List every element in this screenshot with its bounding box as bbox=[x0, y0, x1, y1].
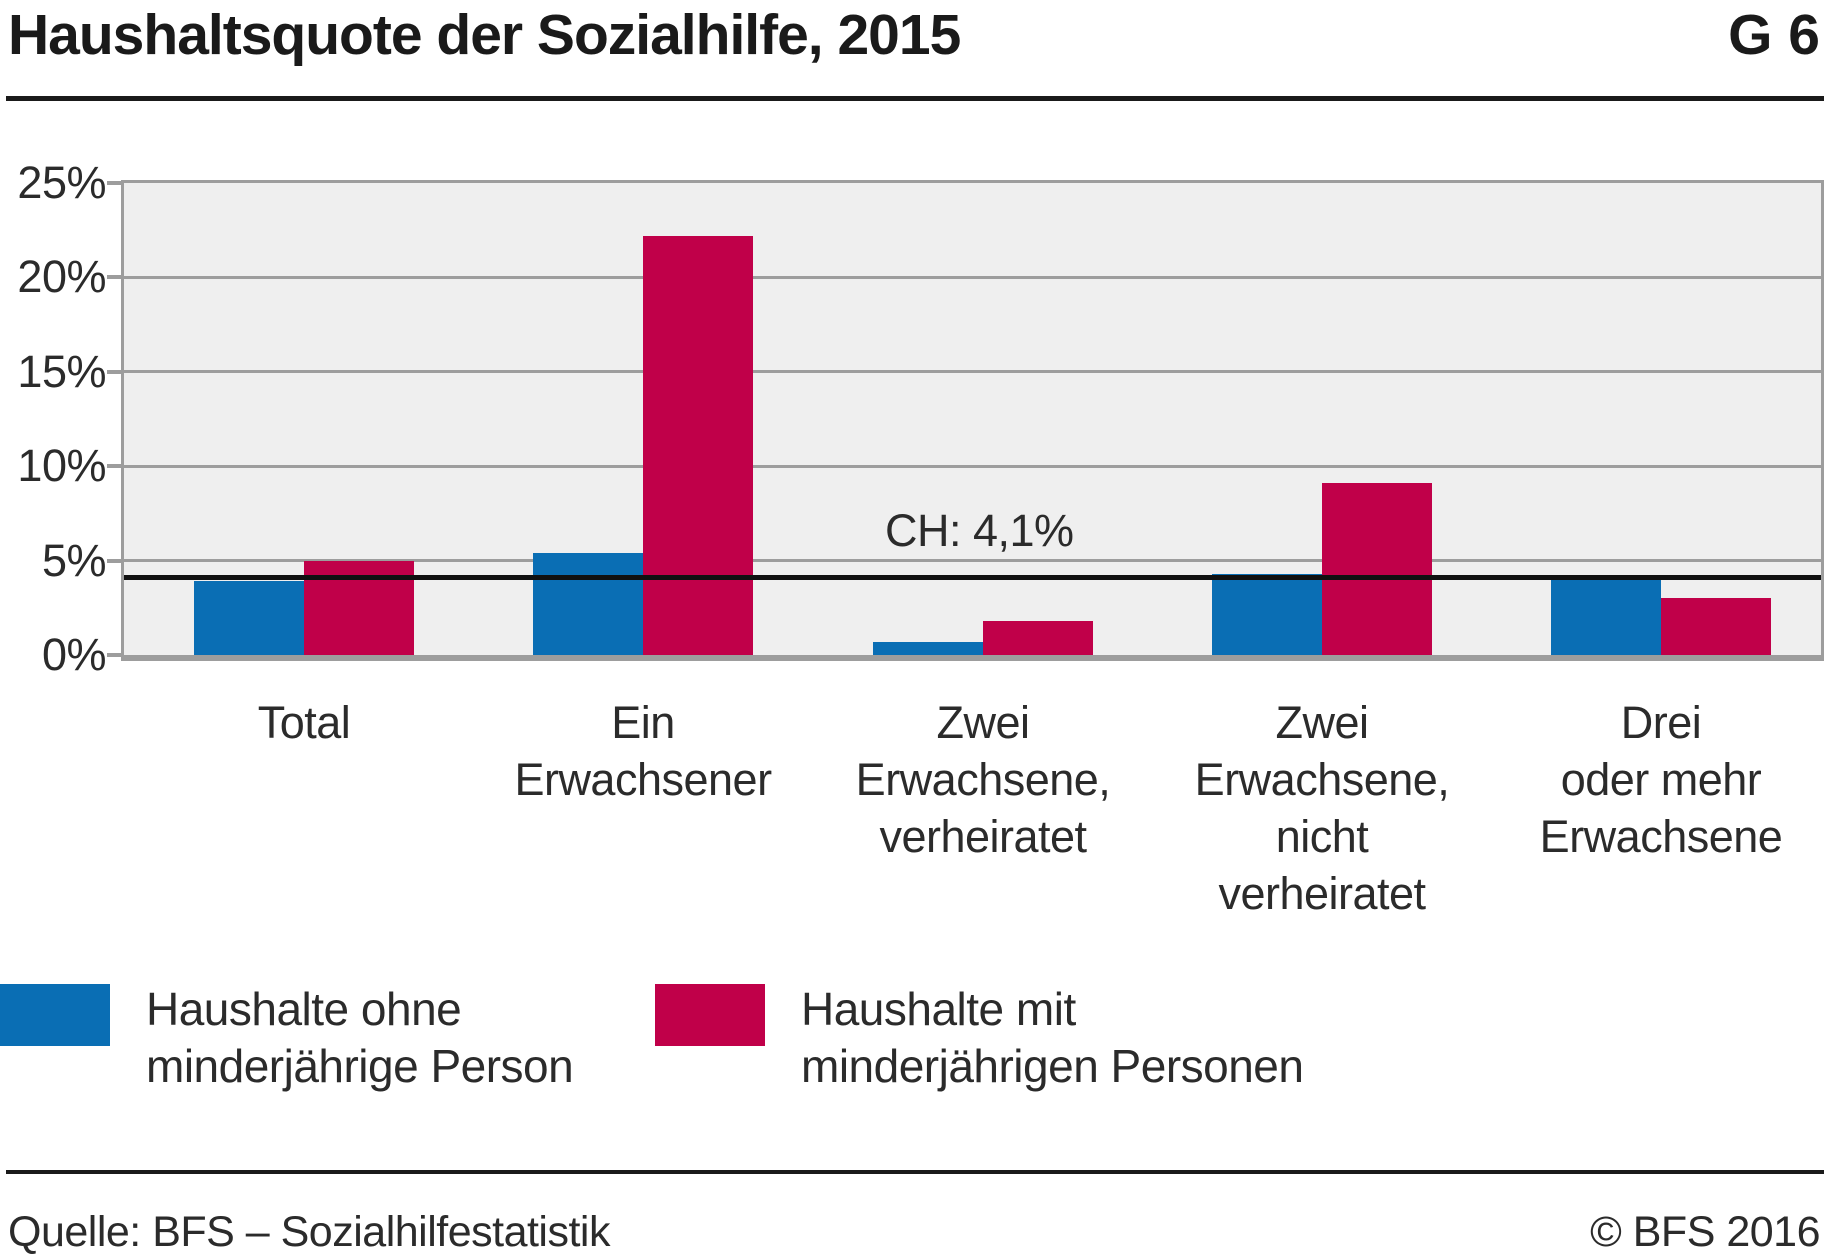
source-text: Quelle: BFS – Sozialhilfestatistik bbox=[8, 1208, 611, 1256]
bar-ohne-group-0 bbox=[194, 581, 304, 655]
y-tick-mark bbox=[107, 181, 121, 185]
gridline bbox=[124, 464, 1821, 468]
y-tick-label: 10% bbox=[17, 440, 106, 492]
y-tick-label: 0% bbox=[41, 629, 107, 680]
reference-line bbox=[124, 575, 1821, 581]
y-tick-label: 20% bbox=[17, 251, 106, 303]
y-tick-label: 25% bbox=[17, 157, 106, 208]
x-category-label: Zwei Erwachsene, verheiratet bbox=[855, 697, 1111, 862]
x-category-label: Ein Erwachsener bbox=[514, 697, 772, 805]
y-tick-mark bbox=[107, 558, 121, 563]
figure-code: G 6 bbox=[1728, 3, 1820, 67]
bar-ohne-group-1 bbox=[533, 553, 643, 655]
bar-ohne-group-2 bbox=[873, 641, 983, 655]
legend-label: Haushalte mit minderjährigen Personen bbox=[801, 983, 1304, 1092]
gridline bbox=[124, 559, 1821, 563]
bar-ohne-group-3 bbox=[1212, 573, 1322, 655]
y-tick-label: 15% bbox=[17, 345, 106, 397]
bar-mit-group-4 bbox=[1661, 598, 1771, 655]
y-tick-mark bbox=[107, 369, 121, 374]
y-tick-mark bbox=[107, 275, 121, 280]
x-category-label: Zwei Erwachsene, nicht verheiratet bbox=[1194, 697, 1450, 919]
legend-swatch-blue-icon bbox=[0, 984, 110, 1046]
gridline bbox=[124, 370, 1821, 374]
reference-line-label: CH: 4,1% bbox=[885, 505, 1074, 556]
x-category-label: Total bbox=[257, 697, 351, 748]
y-tick-label: 5% bbox=[41, 534, 107, 586]
bar-mit-group-2 bbox=[983, 621, 1093, 655]
x-category-label: Drei oder mehr Erwachsene bbox=[1539, 697, 1783, 862]
page-title: Haushaltsquote der Sozialhilfe, 2015 bbox=[8, 3, 961, 67]
bar-mit-group-3 bbox=[1322, 483, 1432, 655]
bar-ohne-group-4 bbox=[1551, 579, 1661, 655]
title-divider bbox=[6, 96, 1824, 101]
bar-mit-group-1 bbox=[643, 235, 753, 655]
legend-swatch-red-icon bbox=[655, 984, 765, 1046]
y-tick-mark bbox=[107, 653, 121, 657]
y-tick-mark bbox=[107, 464, 121, 469]
legend-item-mit-minderjaehrigen: Haushalte mit minderjährigen Personen bbox=[655, 981, 1304, 1095]
copyright-text: © BFS 2016 bbox=[1590, 1208, 1820, 1256]
footer-divider bbox=[6, 1170, 1824, 1174]
gridline bbox=[124, 275, 1821, 279]
legend-label: Haushalte ohne minderjährige Person bbox=[146, 983, 574, 1092]
plot-area bbox=[121, 180, 1824, 661]
legend-item-ohne-minderjaehrige: Haushalte ohne minderjährige Person bbox=[0, 981, 574, 1095]
